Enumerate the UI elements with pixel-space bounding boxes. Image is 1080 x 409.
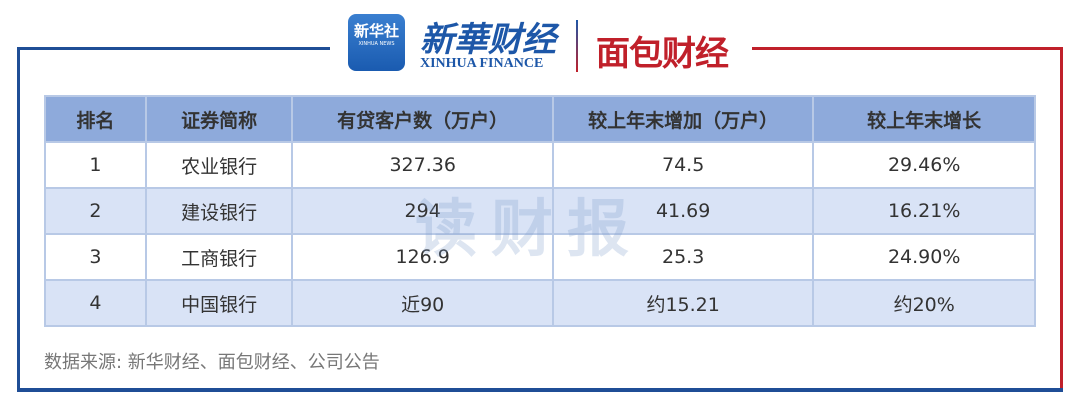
col-growth: 较上年末增长 bbox=[812, 95, 1036, 143]
cell-name: 中国银行 bbox=[144, 279, 294, 327]
cell-customers: 294 bbox=[291, 187, 554, 235]
data-source-note: 数据来源: 新华财经、面包财经、公司公告 bbox=[44, 352, 380, 373]
table-row: 1 农业银行 327.36 74.5 29.46% bbox=[44, 141, 1036, 189]
xinhua-finance-en: XINHUA FINANCE bbox=[420, 56, 544, 71]
table-row: 4 中国银行 近90 约15.21 约20% bbox=[44, 279, 1036, 327]
frame-border-top-red bbox=[752, 47, 1063, 50]
cell-growth: 约20% bbox=[812, 279, 1036, 327]
mianbao-finance-logo: 面包财经 bbox=[596, 34, 729, 74]
cell-name: 建设银行 bbox=[144, 187, 294, 235]
frame-border-right bbox=[1060, 47, 1063, 391]
col-customers: 有贷客户数（万户） bbox=[291, 95, 554, 143]
table-header-row: 排名 证券简称 有贷客户数（万户） 较上年末增加（万户） 较上年末增长 bbox=[44, 95, 1036, 143]
cell-name: 工商银行 bbox=[144, 233, 294, 281]
frame-border-top-blue bbox=[17, 47, 330, 50]
cell-customers: 126.9 bbox=[291, 233, 554, 281]
cell-growth: 16.21% bbox=[812, 187, 1036, 235]
cell-increase: 约15.21 bbox=[551, 279, 815, 327]
loan-customers-table: 排名 证券简称 有贷客户数（万户） 较上年末增加（万户） 较上年末增长 1 农业银… bbox=[44, 95, 1036, 327]
table-row: 3 工商银行 126.9 25.3 24.90% bbox=[44, 233, 1036, 281]
xinhua-badge-text: 新华社 bbox=[353, 22, 399, 40]
cell-increase: 41.69 bbox=[551, 187, 815, 235]
cell-name: 农业银行 bbox=[144, 141, 294, 189]
cell-customers: 327.36 bbox=[291, 141, 554, 189]
cell-increase: 74.5 bbox=[551, 141, 815, 189]
logo-divider bbox=[576, 20, 578, 72]
cell-growth: 29.46% bbox=[812, 141, 1036, 189]
cell-rank: 1 bbox=[44, 141, 147, 189]
cell-increase: 25.3 bbox=[551, 233, 815, 281]
frame-border-left bbox=[17, 47, 20, 391]
xinhua-news-logo: 新华社 XINHUA NEWS bbox=[348, 14, 405, 71]
col-increase: 较上年末增加（万户） bbox=[551, 95, 815, 143]
xinhua-finance-logo: 新華财经 bbox=[420, 20, 556, 60]
cell-rank: 4 bbox=[44, 279, 147, 327]
col-rank: 排名 bbox=[44, 95, 147, 143]
cell-rank: 3 bbox=[44, 233, 147, 281]
cell-growth: 24.90% bbox=[812, 233, 1036, 281]
watermark: 读财报 bbox=[415, 192, 644, 265]
xinhua-badge-en: XINHUA NEWS bbox=[358, 41, 395, 47]
frame-border-bottom bbox=[17, 388, 1063, 392]
col-name: 证券简称 bbox=[144, 95, 294, 143]
table-row: 2 建设银行 294 41.69 16.21% bbox=[44, 187, 1036, 235]
cell-customers: 近90 bbox=[291, 279, 554, 327]
cell-rank: 2 bbox=[44, 187, 147, 235]
